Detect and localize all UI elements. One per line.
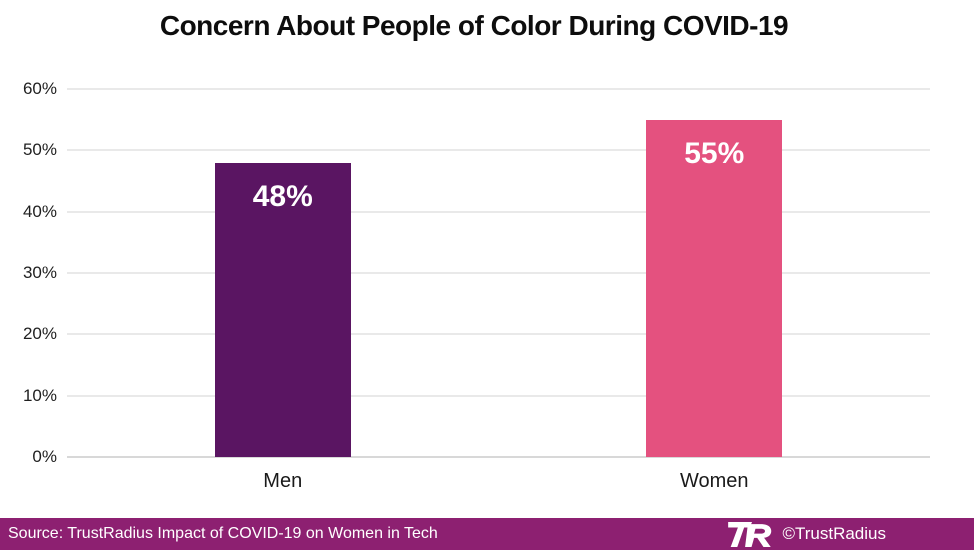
y-tick-label: 10% bbox=[22, 385, 57, 405]
x-axis-labels: Men Women bbox=[67, 470, 930, 493]
category-label-men: Men bbox=[263, 470, 303, 492]
gridline bbox=[67, 456, 930, 458]
y-tick-label: 60% bbox=[22, 79, 57, 98]
gridline bbox=[67, 88, 930, 90]
brand-group: ©TrustRadius bbox=[727, 518, 886, 550]
y-tick-label: 0% bbox=[32, 447, 57, 466]
gridline bbox=[67, 333, 930, 336]
trustradius-logo-icon bbox=[728, 521, 772, 547]
bar-women: 55% bbox=[646, 119, 783, 457]
source-text: Source: TrustRadius Impact of COVID-19 o… bbox=[8, 525, 438, 542]
gridline bbox=[67, 394, 930, 397]
bar-value-label-women: 55% bbox=[684, 136, 745, 170]
bar-men: 48% bbox=[214, 162, 351, 457]
y-axis-labels: 0% 10% 20% 30% 40% 50% 60% bbox=[0, 79, 57, 466]
y-tick-label: 30% bbox=[22, 263, 57, 282]
footer-bar: Source: TrustRadius Impact of COVID-19 o… bbox=[0, 518, 974, 550]
bar-value-label-men: 48% bbox=[252, 179, 313, 213]
plot-area: 48% 55% bbox=[67, 88, 930, 458]
y-tick-label: 50% bbox=[22, 140, 57, 160]
gridline bbox=[67, 210, 930, 213]
y-tick-label: 40% bbox=[22, 201, 57, 221]
category-label-women: Women bbox=[679, 470, 749, 492]
chart-title: Concern About People of Color During COV… bbox=[159, 10, 789, 41]
gridline bbox=[67, 272, 930, 274]
y-tick-label: 20% bbox=[22, 324, 57, 344]
gridline bbox=[67, 149, 930, 152]
brand-text: ©TrustRadius bbox=[782, 524, 886, 543]
